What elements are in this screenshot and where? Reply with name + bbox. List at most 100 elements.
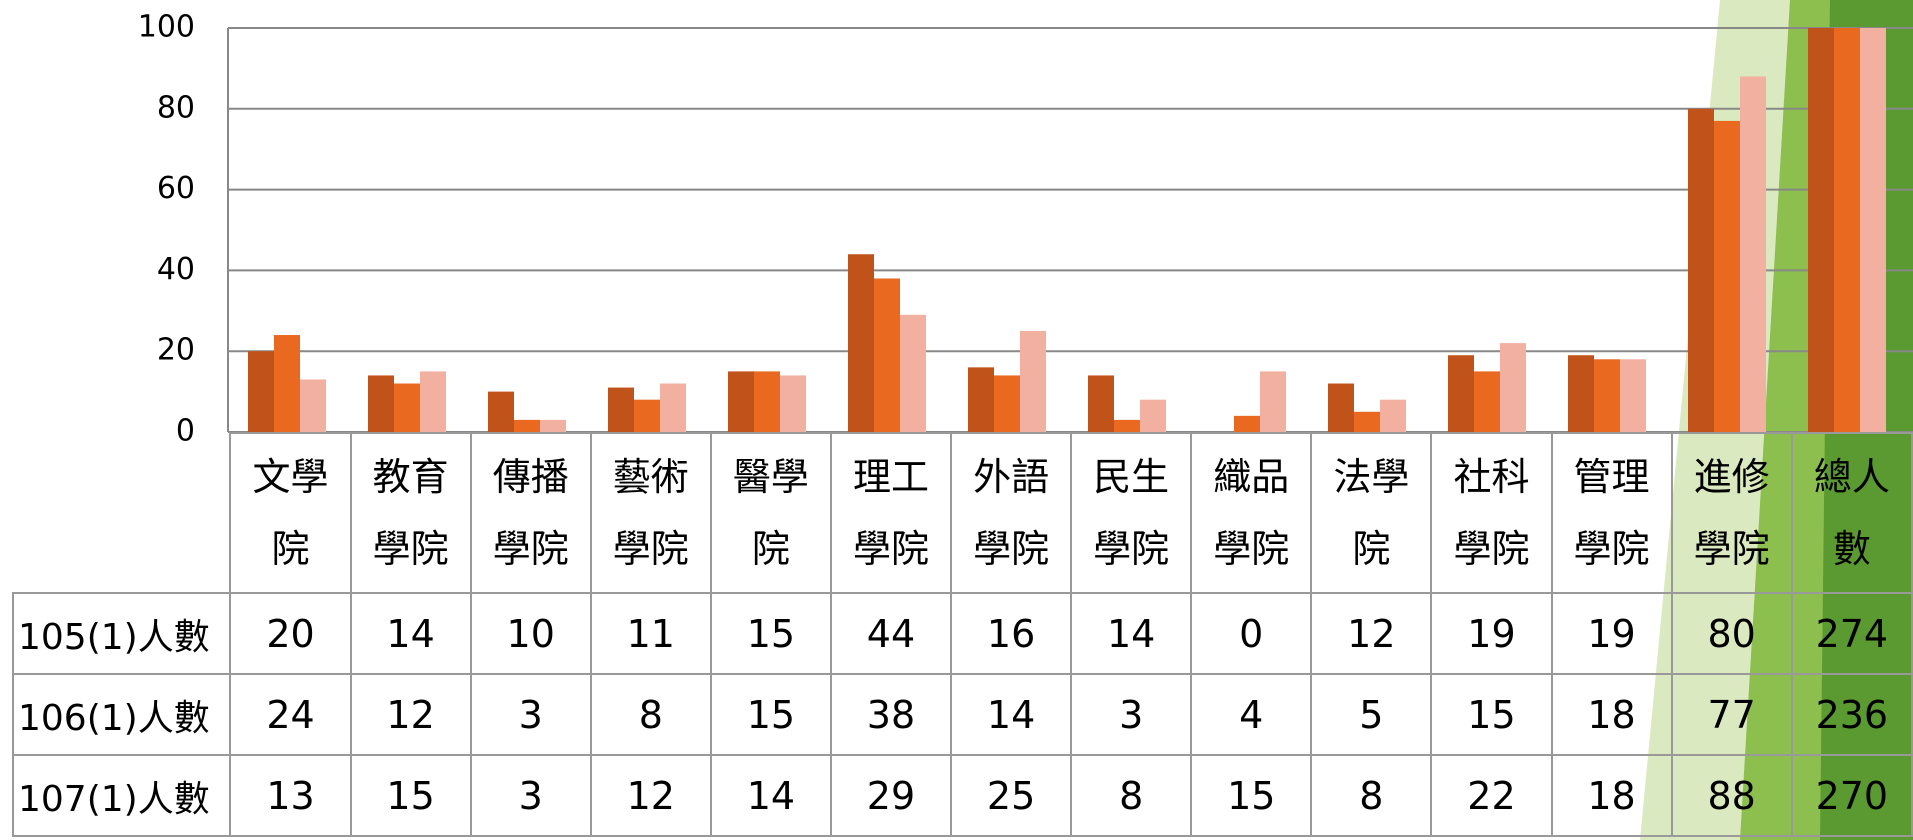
bar: [488, 391, 514, 432]
bar: [634, 399, 660, 432]
value-cell: 80: [1670, 592, 1793, 675]
value-cell: 18: [1550, 673, 1673, 756]
value-cell: 15: [709, 673, 832, 756]
category-label: 外語學院: [973, 455, 1050, 571]
value-cell: 19: [1550, 592, 1673, 675]
bar: [1620, 359, 1646, 432]
category-cell: 管理學院: [1550, 432, 1673, 594]
value-cell: 12: [1310, 592, 1433, 675]
category-cell: 法學院: [1310, 432, 1433, 594]
bar: [660, 383, 686, 432]
value-cell: 4: [1190, 673, 1313, 756]
corner: [13, 433, 230, 593]
value-cell: 77: [1670, 673, 1793, 756]
category-label: 教育學院: [372, 455, 449, 571]
value-cell: 3: [1070, 673, 1193, 756]
bar: [368, 375, 394, 432]
category-cell: 傳播學院: [469, 432, 592, 594]
bar: [1834, 28, 1860, 432]
bar: [248, 351, 274, 432]
category-label: 織品學院: [1213, 455, 1290, 571]
value-cell: 236: [1790, 673, 1913, 756]
value-cell: 44: [829, 592, 953, 675]
value-cell: 15: [1430, 673, 1553, 756]
category-label: 總人數: [1813, 455, 1890, 571]
bar: [968, 367, 994, 432]
category-label: 管理學院: [1573, 455, 1650, 571]
category-label: 文學院: [252, 455, 329, 571]
data-row: 106(1)人數 24 12 3 8 15 38 14 3 4 5 15 18 77 236: [11, 673, 1913, 756]
bar: [1568, 355, 1594, 432]
value-cell: 0: [1190, 592, 1313, 675]
bar: [1328, 383, 1354, 432]
category-cell: 文學院: [229, 432, 352, 594]
bar: [1714, 120, 1740, 432]
y-tick-label: 20: [157, 333, 195, 368]
value-cell: 3: [469, 673, 592, 756]
value-cell: 15: [349, 754, 472, 837]
value-cell: 12: [349, 673, 472, 756]
category-label: 法學院: [1333, 455, 1410, 571]
bar: [1114, 419, 1140, 432]
bar: [420, 371, 446, 432]
value-cell: 10: [469, 592, 592, 675]
value-cell: 14: [709, 754, 832, 837]
value-cell: 8: [1310, 754, 1433, 837]
value-cell: 15: [709, 592, 832, 675]
header-row: 文學院 教育學院 傳播學院 藝術學院 醫學院 理工學院 外語學院 民生學院 織品學院 法學院 社科學…: [13, 432, 1913, 594]
value-cell: 3: [469, 754, 592, 837]
bar: [874, 278, 900, 432]
bar: [1740, 76, 1766, 432]
category-label: 理工學院: [852, 455, 929, 571]
bars: [248, 28, 1886, 432]
bar: [900, 314, 926, 432]
category-label: 醫學院: [732, 455, 809, 571]
bar: [1380, 399, 1406, 432]
data-row: 105(1)人數 20 14 10 11 15 44 16 14 0 12 19 19 80 274: [11, 592, 1913, 675]
bar: [300, 379, 326, 432]
bar: [780, 375, 806, 432]
data-table: 文學院 教育學院 傳播學院 藝術學院 醫學院 理工學院 外語學院 民生學院 織品學院 法學院 社科學…: [11, 432, 1913, 837]
bar: [1500, 343, 1526, 432]
bar: [1020, 331, 1046, 432]
bar: [1688, 108, 1714, 432]
bar: [1474, 371, 1500, 432]
value-cell: 13: [229, 754, 352, 837]
category-cell: 民生學院: [1070, 432, 1193, 594]
series-label: 107(1)人數: [11, 754, 232, 837]
bar: [994, 375, 1020, 432]
bar: [1860, 28, 1886, 432]
value-cell: 18: [1550, 754, 1673, 837]
category-cell: 醫學院: [709, 432, 832, 594]
value-cell: 12: [589, 754, 712, 837]
value-cell: 19: [1430, 592, 1553, 675]
value-cell: 29: [829, 754, 953, 837]
y-tick-label: 40: [157, 252, 195, 287]
y-tick-label: 80: [157, 90, 195, 125]
category-label: 傳播學院: [492, 455, 569, 571]
value-cell: 25: [950, 754, 1073, 837]
bar: [728, 371, 754, 432]
category-label: 藝術學院: [612, 455, 689, 571]
value-cell: 8: [1070, 754, 1193, 837]
value-cell: 22: [1430, 754, 1553, 837]
bar: [540, 419, 566, 432]
value-cell: 88: [1670, 754, 1793, 837]
category-cell: 藝術學院: [589, 432, 712, 594]
bar: [1448, 355, 1474, 432]
bar: [1260, 371, 1286, 432]
bar: [1354, 411, 1380, 432]
value-cell: 24: [229, 673, 352, 756]
category-label: 社科學院: [1453, 455, 1530, 571]
value-cell: 5: [1310, 673, 1433, 756]
value-cell: 14: [950, 673, 1073, 756]
value-cell: 14: [349, 592, 472, 675]
category-cell: 教育學院: [349, 432, 472, 594]
y-tick-label: 0: [176, 414, 195, 449]
series-label: 105(1)人數: [11, 592, 232, 675]
category-label: 民生學院: [1093, 455, 1170, 571]
value-cell: 270: [1790, 754, 1913, 837]
category-cell: 總人數: [1790, 432, 1913, 594]
bar: [1808, 28, 1834, 432]
